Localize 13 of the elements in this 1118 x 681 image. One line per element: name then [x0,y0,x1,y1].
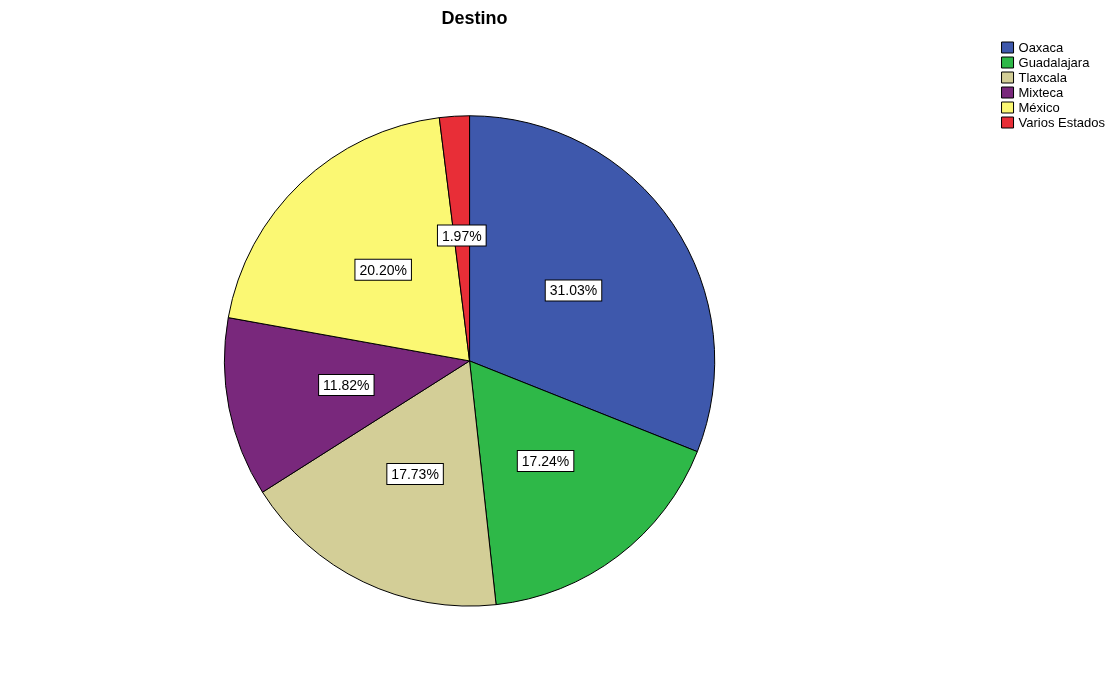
legend-label: Tlaxcala [1018,70,1068,85]
data-label: 31.03% [549,282,598,299]
data-label: 1.97% [441,227,482,244]
data-label: 17.73% [391,466,439,483]
legend-label: México [1018,100,1060,115]
data-label: 17.24% [521,452,570,469]
legend-label: Varios Estados [1018,115,1106,130]
legend-label: Oaxaca [1018,40,1065,55]
chart-title: Destino [441,8,508,28]
legend-label: Guadalajara [1018,55,1091,70]
legend-label: Mixteca [1018,85,1065,100]
data-label: 20.20% [359,261,407,278]
data-label: 11.82% [323,377,370,394]
